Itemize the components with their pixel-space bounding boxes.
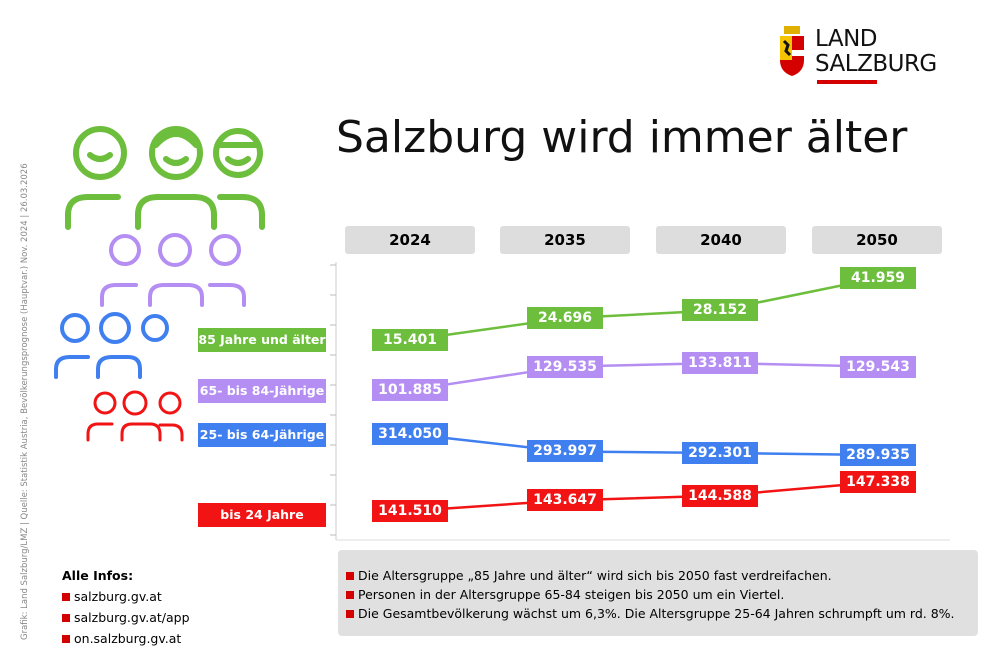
page-title: Salzburg wird immer älter: [336, 112, 908, 163]
data-label: 292.301: [682, 441, 758, 464]
series-line: [409, 480, 879, 513]
category-85-plus: 85 Jahre und älter: [198, 328, 326, 352]
more-info-title: Alle Infos:: [62, 568, 134, 583]
data-label: 24.696: [527, 307, 603, 330]
data-label: 41.959: [840, 267, 916, 289]
category-65-84: 65- bis 84-Jährige: [198, 379, 326, 403]
coat-of-arms-icon: [780, 26, 804, 76]
year-header-2040: 2040: [656, 226, 786, 254]
year-header-2024: 2024: [345, 226, 475, 254]
data-label: 133.811: [682, 352, 758, 374]
note-item: Personen in der Altersgruppe 65-84 steig…: [346, 585, 978, 604]
people-icon-red: [86, 390, 184, 442]
series-line: [409, 276, 879, 342]
data-label: 147.338: [840, 471, 916, 493]
people-icon-purple: [100, 233, 246, 307]
logo-line1: LAND: [815, 26, 878, 52]
data-label: 144.588: [682, 484, 758, 507]
category-25-64: 25- bis 64-Jährige: [198, 423, 326, 447]
series-line: [409, 361, 879, 392]
data-label: 129.535: [527, 355, 603, 378]
data-label: 293.997: [527, 440, 603, 463]
data-label: 143.647: [527, 489, 603, 512]
people-icon-blue: [54, 312, 169, 379]
info-link: salzburg.gv.at/app: [62, 607, 190, 628]
people-illustration: [54, 126, 265, 442]
data-label: 28.152: [682, 299, 758, 322]
data-label: 289.935: [840, 444, 916, 466]
data-label: 314.050: [372, 423, 448, 445]
year-header-2035: 2035: [500, 226, 630, 254]
data-label: 15.401: [372, 329, 448, 351]
data-label: 141.510: [372, 500, 448, 522]
logo-underline: [817, 80, 877, 84]
data-label: 101.885: [372, 379, 448, 401]
more-info: Alle Infos: salzburg.gv.at salzburg.gv.a…: [62, 565, 190, 649]
info-link: on.salzburg.gv.at: [62, 628, 190, 649]
logo: [778, 26, 806, 80]
people-icon-green: [65, 126, 265, 230]
category-under-24: bis 24 Jahre: [198, 503, 326, 527]
note-item: Die Altersgruppe „85 Jahre und älter“ wi…: [346, 566, 978, 585]
notes-box: Die Altersgruppe „85 Jahre und älter“ wi…: [338, 550, 978, 636]
logo-line2: SALZBURG: [815, 51, 937, 77]
year-header-2050: 2050: [812, 226, 942, 254]
series-line: [409, 432, 879, 457]
note-item: Die Gesamtbevölkerung wächst um 6,3%. Di…: [346, 604, 978, 623]
info-link: salzburg.gv.at: [62, 586, 190, 607]
data-label: 129.543: [840, 355, 916, 378]
